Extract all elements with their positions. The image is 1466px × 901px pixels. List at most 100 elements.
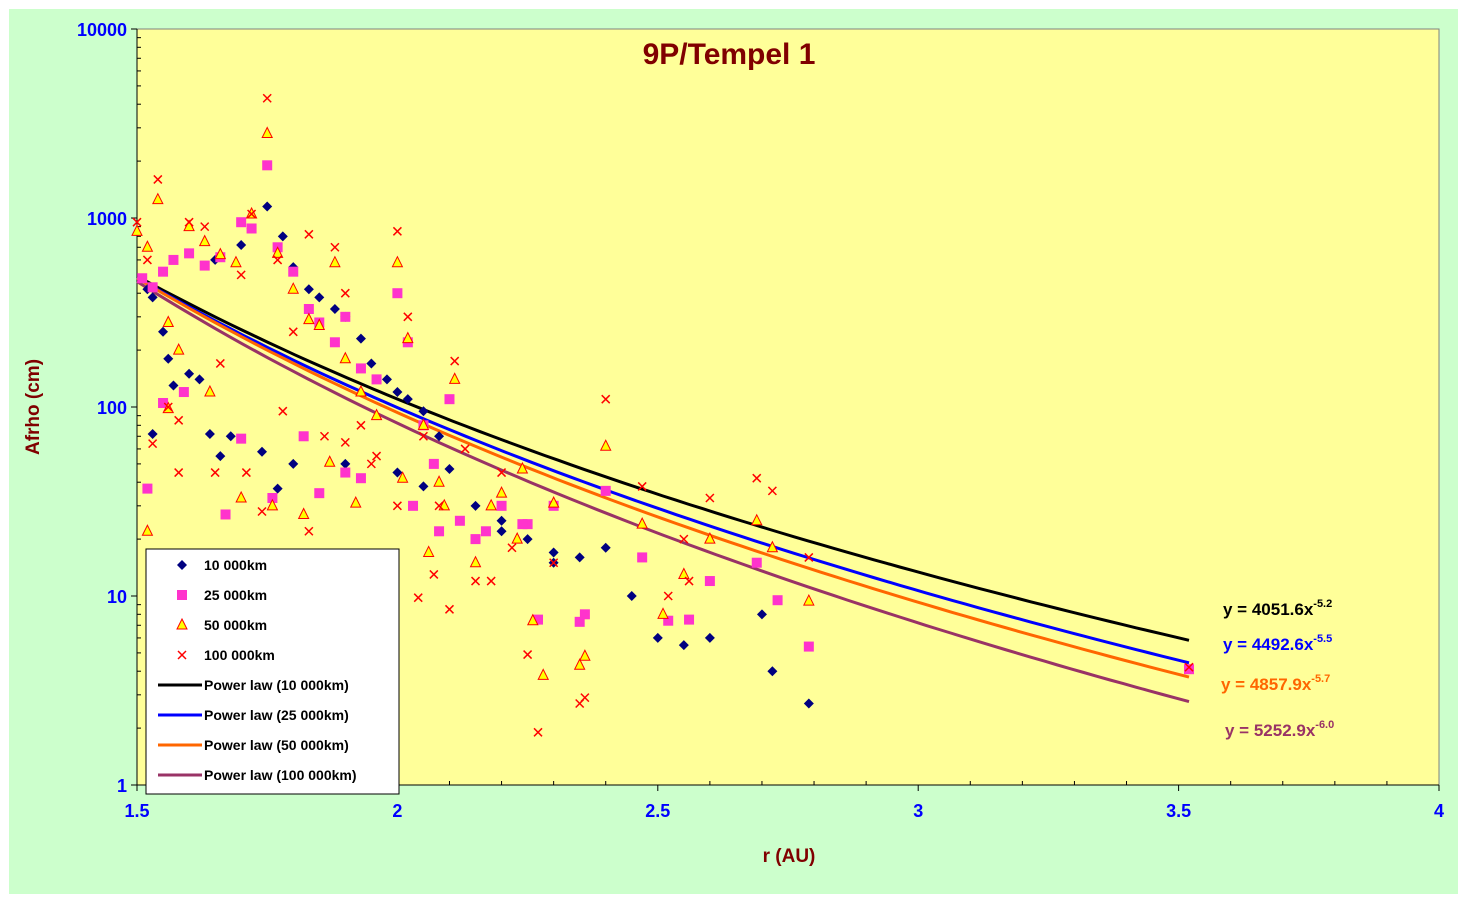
data-point (235, 490, 247, 503)
data-point (297, 507, 310, 519)
data-point-stroke (247, 209, 257, 219)
data-point (678, 567, 690, 579)
data-point (298, 431, 309, 442)
data-point (329, 337, 340, 348)
data-point (158, 326, 169, 337)
data-point (256, 446, 267, 457)
legend-label: Power law (50 000km) (204, 737, 349, 753)
data-point-stroke (403, 312, 413, 322)
data-point (340, 288, 350, 298)
data-point (131, 224, 143, 236)
data-point (174, 415, 184, 425)
data-point (485, 498, 497, 511)
data-point (750, 513, 763, 526)
data-point (355, 384, 367, 397)
data-point (417, 418, 430, 430)
x-tick-label: 4 (1434, 801, 1444, 821)
data-point (413, 593, 423, 603)
data-point-stroke (523, 650, 533, 660)
data-point (163, 353, 174, 364)
data-point (636, 517, 648, 529)
data-point (705, 493, 715, 503)
data-point-stroke (132, 217, 142, 227)
data-point (751, 557, 762, 568)
equation-main: y = 4857.9x (1221, 675, 1312, 694)
data-point (418, 481, 429, 492)
data-point-stroke (330, 242, 340, 252)
data-point (247, 209, 257, 219)
data-point (153, 174, 163, 184)
equation-exponent: -6.0 (1315, 719, 1334, 731)
trendline-equation: y = 4051.6x-5.2 (1223, 598, 1332, 619)
data-point-stroke (142, 255, 152, 265)
data-point-stroke (460, 444, 470, 454)
data-point (418, 406, 429, 417)
data-points (131, 93, 1195, 737)
data-point-stroke (752, 473, 762, 483)
data-point (371, 374, 382, 385)
data-point (579, 649, 591, 661)
data-point (403, 312, 413, 322)
data-point (355, 363, 366, 374)
data-point (678, 640, 689, 651)
data-point (288, 266, 299, 277)
data-point (704, 576, 715, 587)
data-point (803, 641, 814, 652)
data-point (448, 372, 461, 384)
data-point (767, 486, 777, 496)
data-point-stroke (767, 486, 777, 496)
trendline-equation: y = 4857.9x-5.7 (1221, 673, 1330, 694)
data-point-stroke (418, 431, 428, 441)
data-point-stroke (413, 593, 423, 603)
data-point (496, 500, 507, 511)
data-point-stroke (486, 576, 496, 586)
data-point (172, 342, 185, 355)
data-point-stroke (148, 439, 158, 449)
trendline-equations: y = 4051.6x-5.2 y = 4492.6x-5.5 y = 4857.9… (1221, 598, 1334, 740)
data-point (267, 493, 278, 504)
data-point (184, 217, 194, 227)
data-point (392, 288, 403, 299)
chart-svg: 9P/Tempel 1 1.5 2 2.5 3 3.5 4110100100010000 … (23, 20, 1444, 867)
data-point (340, 467, 351, 478)
data-point (273, 255, 283, 265)
y-tick-label: 1 (117, 776, 127, 796)
data-point (533, 614, 544, 625)
data-point (204, 384, 216, 397)
trendline-equation: y = 4492.6x-5.5 (1223, 633, 1332, 654)
data-point (480, 526, 491, 537)
data-point-stroke (549, 558, 559, 568)
legend-label: 10 000km (204, 557, 267, 573)
data-point (804, 552, 814, 562)
data-point (288, 458, 299, 469)
equation-exponent: -5.2 (1313, 598, 1332, 610)
data-point (177, 650, 187, 660)
data-point (262, 93, 272, 103)
equation-main: y = 4051.6x (1223, 600, 1314, 619)
data-point (767, 666, 778, 677)
data-point (495, 486, 508, 498)
data-point-stroke (174, 415, 184, 425)
data-point-stroke (392, 226, 402, 236)
data-point (142, 483, 153, 494)
data-point (637, 481, 647, 491)
data-point (158, 266, 169, 277)
data-point (652, 632, 663, 643)
data-point-stroke (663, 591, 673, 601)
data-point-stroke (278, 406, 288, 416)
data-point (214, 247, 227, 260)
data-point-stroke (372, 451, 382, 461)
data-point (522, 534, 533, 545)
data-point (433, 475, 445, 487)
data-point (803, 698, 814, 709)
legend-label: 100 000km (204, 647, 275, 663)
data-point-stroke (236, 270, 246, 280)
data-point-stroke (241, 468, 251, 478)
data-point (803, 593, 815, 606)
data-point-stroke (705, 493, 715, 503)
data-point (1184, 662, 1194, 672)
data-point (549, 558, 559, 568)
equation-exponent: -5.7 (1311, 673, 1330, 685)
trendline (136, 276, 1190, 679)
data-point (522, 519, 533, 530)
